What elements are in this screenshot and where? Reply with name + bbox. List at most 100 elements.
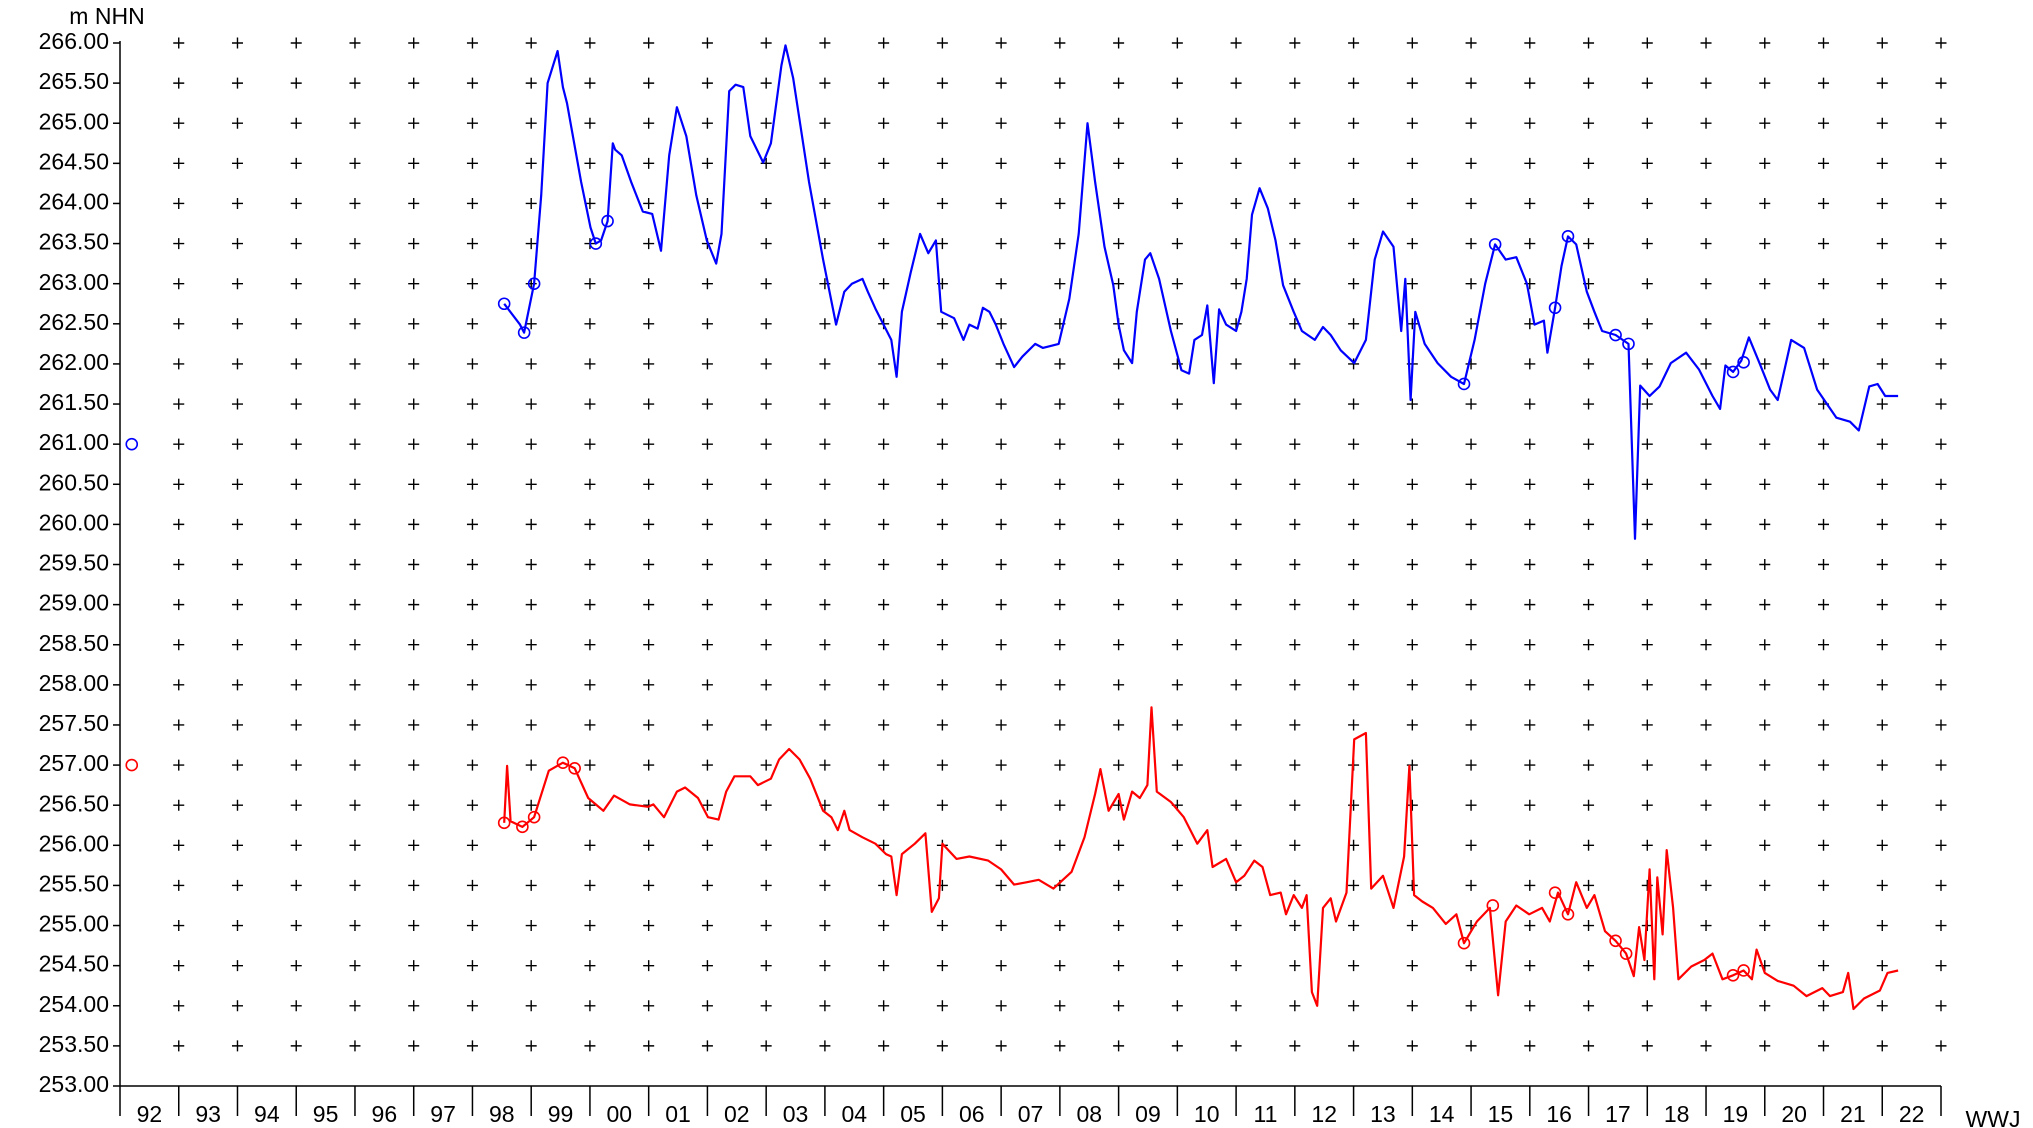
grid-plus bbox=[936, 599, 948, 611]
grid-plus bbox=[1406, 77, 1418, 89]
grid-plus bbox=[1641, 278, 1653, 290]
grid-plus bbox=[1524, 960, 1536, 972]
grid-plus bbox=[1935, 1040, 1947, 1052]
grid-plus bbox=[995, 1000, 1007, 1012]
grid-plus bbox=[1113, 77, 1125, 89]
grid-plus bbox=[1230, 238, 1242, 250]
grid-plus bbox=[1171, 398, 1183, 410]
grid-plus bbox=[408, 879, 420, 891]
grid-plus bbox=[1759, 197, 1771, 209]
grid-plus bbox=[1289, 599, 1301, 611]
grid-plus bbox=[1054, 518, 1066, 530]
grid-plus bbox=[1524, 238, 1536, 250]
grid-plus bbox=[349, 438, 361, 450]
grid-plus bbox=[1876, 197, 1888, 209]
grid-plus bbox=[584, 960, 596, 972]
y-tick-label: 254.50 bbox=[39, 951, 109, 977]
grid-plus bbox=[408, 197, 420, 209]
grid-plus bbox=[1876, 879, 1888, 891]
grid-plus bbox=[349, 398, 361, 410]
grid-plus bbox=[1406, 960, 1418, 972]
grid-plus bbox=[1583, 839, 1595, 851]
grid-plus bbox=[1876, 117, 1888, 129]
grid-plus bbox=[995, 639, 1007, 651]
grid-plus bbox=[936, 438, 948, 450]
grid-plus bbox=[584, 117, 596, 129]
grid-plus bbox=[1406, 879, 1418, 891]
grid-plus bbox=[1935, 238, 1947, 250]
grid-plus bbox=[1348, 1000, 1360, 1012]
grid-plus bbox=[1583, 599, 1595, 611]
grid-plus bbox=[760, 799, 772, 811]
grid-plus bbox=[1935, 559, 1947, 570]
grid-plus bbox=[1818, 278, 1830, 290]
grid-plus bbox=[936, 1040, 948, 1052]
grid-plus bbox=[995, 518, 1007, 530]
grid-plus bbox=[525, 839, 537, 851]
grid-plus bbox=[936, 960, 948, 972]
grid-plus bbox=[701, 157, 713, 169]
grid-plus bbox=[1759, 639, 1771, 651]
grid-plus bbox=[936, 920, 948, 932]
grid-plus bbox=[1759, 478, 1771, 490]
grid-plus bbox=[173, 37, 185, 49]
grid-plus bbox=[231, 37, 243, 49]
grid-plus bbox=[1818, 879, 1830, 891]
grid-plus bbox=[1641, 438, 1653, 450]
grid-plus bbox=[1113, 197, 1125, 209]
grid-plus bbox=[819, 1000, 831, 1012]
grid-plus bbox=[701, 197, 713, 209]
grid-plus bbox=[1289, 879, 1301, 891]
grid-plus bbox=[584, 719, 596, 731]
grid-plus bbox=[231, 960, 243, 972]
grid-plus bbox=[525, 559, 537, 570]
x-tick-label: 01 bbox=[665, 1101, 691, 1127]
grid-plus bbox=[290, 879, 302, 891]
grid-plus bbox=[173, 559, 185, 570]
grid-plus bbox=[1465, 117, 1477, 129]
grid-plus bbox=[1171, 639, 1183, 651]
grid-plus bbox=[1641, 1040, 1653, 1052]
grid-plus bbox=[1759, 559, 1771, 570]
grid-plus bbox=[936, 559, 948, 570]
grid-plus bbox=[1759, 719, 1771, 731]
grid-plus bbox=[643, 759, 655, 771]
y-tick-label: 263.00 bbox=[39, 269, 109, 295]
grid-plus bbox=[1818, 157, 1830, 169]
grid-plus bbox=[643, 278, 655, 290]
grid-plus bbox=[1524, 197, 1536, 209]
grid-plus bbox=[1054, 799, 1066, 811]
grid-plus bbox=[1230, 559, 1242, 570]
grid-plus bbox=[1230, 197, 1242, 209]
grid-plus bbox=[1818, 238, 1830, 250]
grid-plus bbox=[1818, 839, 1830, 851]
x-tick-label: 06 bbox=[959, 1101, 985, 1127]
grid-plus bbox=[936, 197, 948, 209]
series-marker bbox=[556, 756, 570, 769]
grid-plus bbox=[1583, 37, 1595, 49]
series-marker bbox=[1726, 365, 1740, 379]
grid-plus bbox=[760, 157, 772, 169]
grid-plus bbox=[701, 1040, 713, 1052]
grid-plus bbox=[1876, 920, 1888, 932]
grid-plus bbox=[584, 1000, 596, 1012]
grid-plus bbox=[1641, 398, 1653, 410]
grid-plus bbox=[1524, 679, 1536, 691]
y-tick-label: 265.00 bbox=[39, 108, 109, 134]
grid-plus bbox=[1230, 438, 1242, 450]
grid-plus bbox=[1641, 639, 1653, 651]
grid-plus bbox=[1935, 920, 1947, 932]
grid-plus bbox=[231, 599, 243, 611]
grid-plus bbox=[1465, 358, 1477, 370]
grid-plus bbox=[349, 318, 361, 330]
grid-plus bbox=[1935, 478, 1947, 490]
grid-plus bbox=[1465, 1040, 1477, 1052]
grid-plus bbox=[1113, 920, 1125, 932]
grid-plus bbox=[760, 839, 772, 851]
grid-plus bbox=[1524, 599, 1536, 611]
grid-plus bbox=[173, 799, 185, 811]
grid-plus bbox=[1406, 639, 1418, 651]
grid-plus bbox=[701, 518, 713, 530]
grid-plus bbox=[995, 398, 1007, 410]
